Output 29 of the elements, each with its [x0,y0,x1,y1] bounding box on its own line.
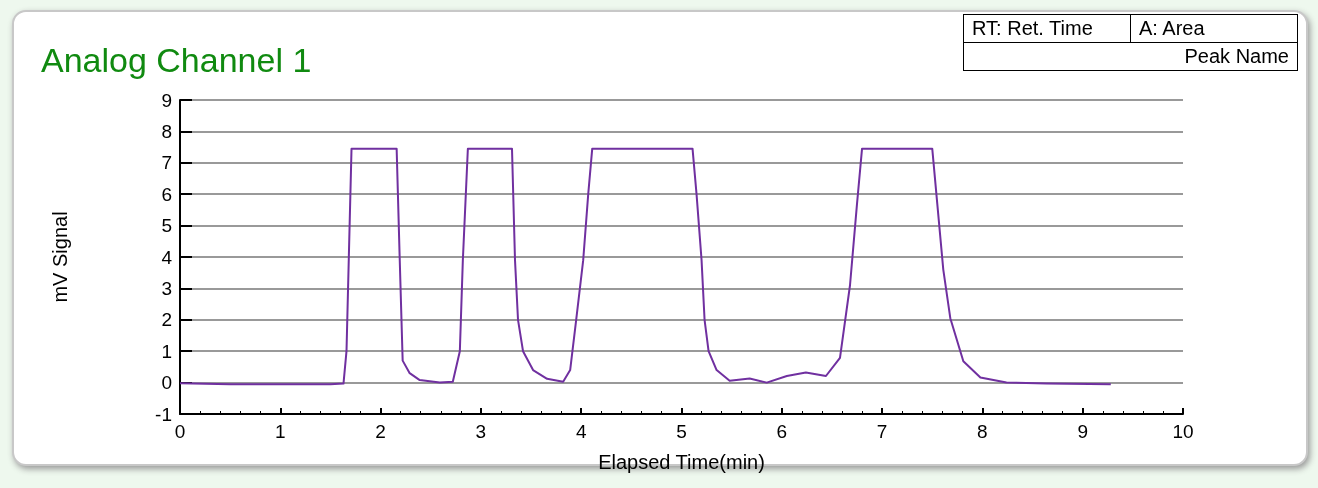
x-tick-label: 1 [275,421,286,442]
text: RT: Ret. Time [963,14,1131,43]
y-tick-label: 0 [161,372,172,394]
x-tick-label: 4 [575,421,587,442]
x-tick-label: 2 [375,421,386,442]
x-tick-label: 6 [776,421,788,442]
text: Peak Name [963,42,1298,71]
x-tick-label: 7 [876,421,888,442]
x-tick-label: 8 [977,421,988,442]
y-tick-label: 8 [161,120,172,142]
x-tick-label: 0 [174,421,186,442]
x-tick-label: 3 [475,421,487,442]
y-tick-label: 4 [161,246,173,268]
chart-title: Analog Channel 1 [41,41,312,79]
y-tick-label: 9 [161,89,172,111]
y-tick-label: -1 [155,403,172,425]
y-tick-label: 6 [161,183,172,205]
x-tick-label: 5 [676,421,687,442]
y-tick-label: 3 [161,277,172,299]
x-tick-label: 9 [1077,421,1088,442]
y-tick-label: 2 [161,309,172,331]
line-series [179,147,1112,386]
y-tick-label: 7 [161,152,172,174]
y-axis-title: mV Signal [49,211,71,303]
y-tick-label: 5 [161,215,172,237]
y-tick-label: 1 [161,340,172,362]
x-tick-label: 10 [1172,421,1194,442]
x-axis-title: Elapsed Time(min) [598,451,765,473]
text: A: Area [1130,14,1298,43]
